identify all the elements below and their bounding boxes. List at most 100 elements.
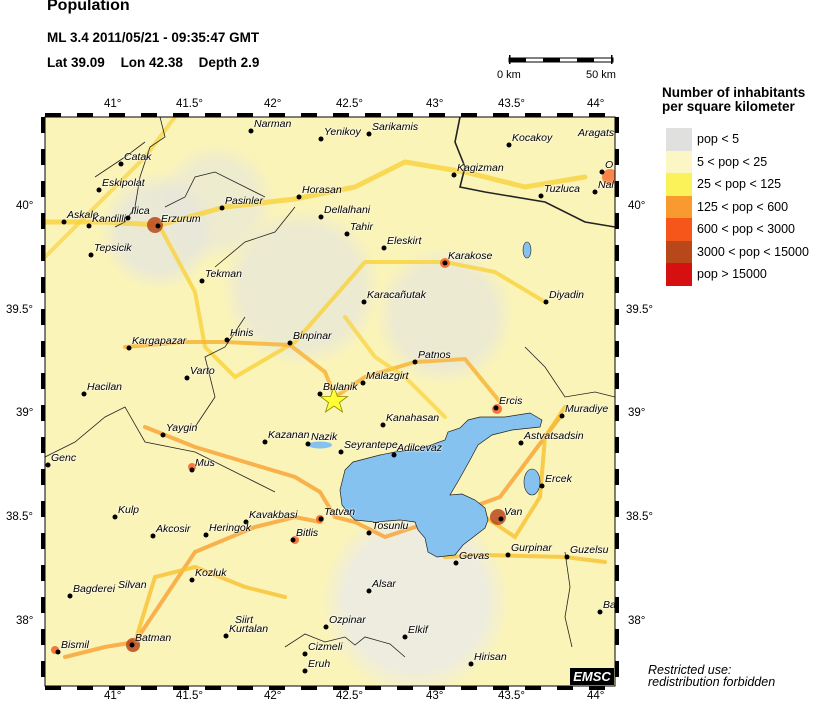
city-dot-icon xyxy=(61,219,67,225)
city-label: Sarikamis xyxy=(372,121,419,133)
city-dot-icon xyxy=(453,560,459,566)
city-dot-icon xyxy=(199,278,205,284)
city-label: Narman xyxy=(254,118,292,130)
city-dot-icon xyxy=(287,340,293,346)
city-dot-icon xyxy=(338,449,344,455)
legend-swatch xyxy=(666,173,692,196)
city-label: Kazanan xyxy=(268,429,310,441)
city-dot-icon xyxy=(360,380,366,386)
city-dot-icon xyxy=(451,172,457,178)
lon-tick-bottom: 44° xyxy=(587,690,605,702)
city-dot-icon xyxy=(150,533,156,539)
city-label: Kanahasan xyxy=(386,412,440,424)
lon-tick-top: 43.5° xyxy=(498,98,525,110)
lon-tick-bottom: 42.5° xyxy=(336,690,363,702)
city-dot-icon xyxy=(219,205,225,211)
city-label: Tahir xyxy=(350,221,373,233)
lon-tick-top: 43° xyxy=(426,98,444,110)
city-label: Gevas xyxy=(459,550,490,562)
city-label: Horasan xyxy=(302,184,342,196)
city-dot-icon xyxy=(564,554,570,560)
scale-bar xyxy=(508,55,614,64)
city-dot-icon xyxy=(366,530,372,536)
city-label: Hacilan xyxy=(87,381,123,393)
lon-tick-top: 42.5° xyxy=(336,98,363,110)
city-dot-icon xyxy=(366,588,372,594)
epicenter-star-icon xyxy=(319,385,349,414)
city-dot-icon xyxy=(126,345,132,351)
lake-van xyxy=(339,412,543,558)
legend-swatch xyxy=(666,263,692,286)
scale-start-label: 0 km xyxy=(497,69,521,81)
city-dot-icon xyxy=(125,215,131,221)
city-label: Guzelsu xyxy=(570,544,609,556)
city-label: Bitlis xyxy=(296,527,319,539)
city-label: Eruh xyxy=(308,658,331,670)
city-dot-icon xyxy=(45,462,51,468)
city-label: Kagizman xyxy=(457,162,504,174)
lat-tick-left: 38° xyxy=(16,615,34,627)
lat-tick-right: 40° xyxy=(628,200,646,212)
city-label: Kandilli xyxy=(92,213,126,225)
city-dot-icon xyxy=(468,661,474,667)
city-dot-icon xyxy=(118,161,124,167)
city-label: Tosunlu xyxy=(372,520,409,532)
city-label: Kargapazar xyxy=(132,335,187,347)
city-label: Silvan xyxy=(118,579,147,591)
lake-ercek xyxy=(523,468,541,496)
city-label: Astvatsadsin xyxy=(524,430,584,442)
city-dot-icon xyxy=(189,467,195,473)
city-dot-icon xyxy=(317,391,323,397)
city-dot-icon xyxy=(391,452,397,458)
city-dot-icon xyxy=(380,422,386,428)
city-dot-icon xyxy=(493,405,499,411)
lon-tick-top: 42° xyxy=(264,98,282,110)
city-dot-icon xyxy=(203,532,209,538)
city-dot-icon xyxy=(262,439,268,445)
scale-end-label: 50 km xyxy=(586,69,616,81)
city-label: Kozluk xyxy=(195,567,227,579)
city-dot-icon xyxy=(539,483,545,489)
usage-notice: Restricted use: redistribution forbidden xyxy=(648,664,776,689)
usage-notice-line: redistribution forbidden xyxy=(648,675,776,689)
legend-label: 5 < pop < 25 xyxy=(697,154,768,169)
city-dot-icon xyxy=(599,169,605,175)
city-label: Varto xyxy=(190,365,215,377)
longitude: Lon 42.38 xyxy=(120,55,183,70)
city-label: Erzurum xyxy=(161,213,201,225)
city-dot-icon xyxy=(361,299,367,305)
city-label: Kurtalan xyxy=(229,623,269,635)
city-label: Ercis xyxy=(499,395,523,407)
legend-label: pop > 15000 xyxy=(697,267,767,281)
city-label: Pasinler xyxy=(225,195,263,207)
event-info: ML 3.4 2011/05/21 - 09:35:47 GMT xyxy=(47,30,260,45)
city-label: Karacañutak xyxy=(367,289,426,301)
city-dot-icon xyxy=(55,649,61,655)
lat-tick-right: 39.5° xyxy=(626,304,653,316)
map-area: Narman Yenikoy Sarikamis Kocakoy Aragats Cata… xyxy=(45,117,615,686)
city-dot-icon xyxy=(506,142,512,148)
city-label: Hinis xyxy=(230,327,254,339)
city-label: Nazik xyxy=(311,431,338,443)
event-location: Lat 39.09 Lon 42.38 Depth 2.9 xyxy=(47,55,271,70)
city-dot-icon xyxy=(224,337,230,343)
city-label: Seyrantepe xyxy=(344,439,398,451)
city-dot-icon xyxy=(381,245,387,251)
city-label: Ozpinar xyxy=(329,614,366,626)
city-label: Elkif xyxy=(408,624,428,636)
city-label: Gurpinar xyxy=(511,542,552,554)
lat-tick-left: 39.5° xyxy=(6,304,33,316)
legend-label: 3000 < pop < 15000 xyxy=(697,244,809,259)
lon-tick-top: 44° xyxy=(587,98,605,110)
city-label: Bagderei xyxy=(73,583,116,595)
city-dot-icon xyxy=(155,223,161,229)
depth: Depth 2.9 xyxy=(198,55,260,70)
city-label: Eleskirt xyxy=(387,235,422,247)
legend-label: 25 < pop < 125 xyxy=(697,177,782,191)
city-dot-icon xyxy=(243,519,249,525)
latitude: Lat 39.09 xyxy=(47,55,105,70)
legend-swatch xyxy=(666,218,692,241)
lon-tick-bottom: 41.5° xyxy=(176,690,203,702)
city-label: Siirt xyxy=(235,614,254,626)
city-dot-icon xyxy=(442,260,448,266)
